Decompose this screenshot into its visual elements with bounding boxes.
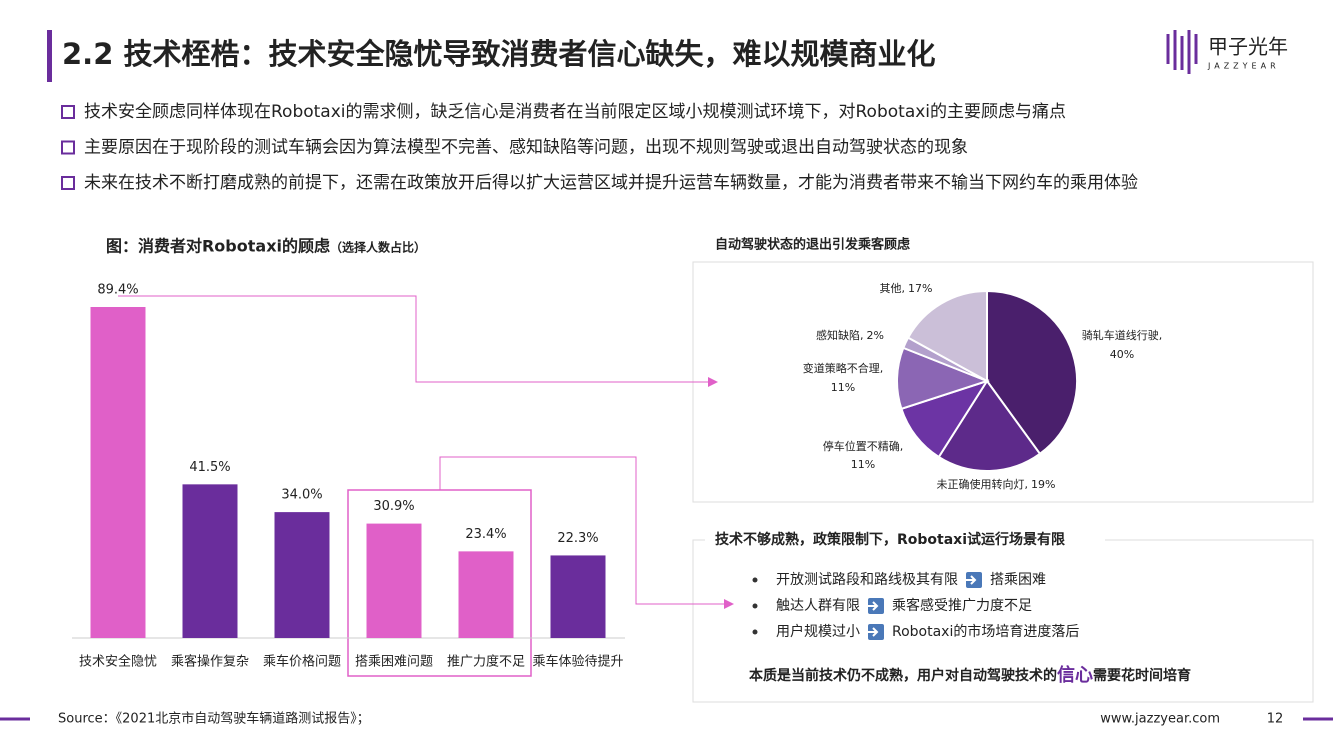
item-result: 搭乘困难 [990, 572, 1046, 588]
arrow-head [708, 377, 718, 387]
chart-title: 自动驾驶状态的退出引发乘客顾虑 [715, 237, 910, 253]
slice-category: 其他, [880, 282, 906, 295]
bullet-icon [61, 105, 75, 119]
slice-value: 2% [867, 329, 884, 342]
bar [274, 512, 330, 638]
arrow-icon-glyph [868, 627, 879, 637]
x-tick-label: 技术安全隐忧 [79, 654, 157, 670]
x-tick-label: 乘车价格问题 [263, 654, 341, 670]
title-bg [705, 528, 1105, 552]
slide-title: 2.2 技术桎梏：技术安全隐忧导致消费者信心缺失，难以规模商业化 [62, 37, 935, 71]
pie-slice [986, 289, 1078, 456]
slice-value: 11% [831, 381, 855, 394]
bar [182, 484, 238, 638]
slice-category: 停车位置不精确, [823, 439, 904, 453]
logo-text: 甲子光年 [1208, 35, 1288, 59]
bullet-text: 技术安全顾虑同样体现在Robotaxi的需求侧，缺乏信心是消费者在当前限定区域小… [84, 102, 1066, 122]
bullet-dot [752, 629, 758, 635]
connector [439, 456, 728, 605]
slice-label: 感知缺陷, 2% [816, 328, 884, 342]
pie-slice [937, 379, 1042, 472]
conclusion-part: 本质是当前技术仍不成熟，用户对自动驾驶技术的 [749, 667, 1057, 684]
bullet-text: 主要原因在于现阶段的测试车辆会因为算法模型不完善、感知缺陷等问题，出现不规则驾驶… [84, 138, 968, 158]
chart-title: 图：消费者对Robotaxi的顾虑 [106, 237, 330, 256]
value-label: 30.9% [373, 499, 414, 514]
conclusion-part: 需要花时间培育 [1093, 667, 1191, 684]
bullet-dot [752, 577, 758, 583]
bar [90, 307, 146, 638]
bullet-dot [752, 603, 758, 609]
logo-mark [1166, 30, 1198, 74]
item-lead: 开放测试路段和路线极其有限 [776, 572, 958, 588]
arrow-icon-glyph [868, 601, 879, 611]
slice-category: 感知缺陷, [816, 328, 864, 342]
value-label: 89.4% [97, 283, 138, 298]
page-number: 12 [1267, 712, 1284, 727]
textbox-title: 技术不够成熟，政策限制下，Robotaxi试运行场景有限 [715, 531, 1065, 548]
conclusion-highlight: 信心 [1057, 664, 1093, 686]
item-lead: 用户规模过小 [776, 623, 860, 640]
x-tick-label: 推广力度不足 [447, 654, 525, 670]
value-label: 41.5% [189, 460, 230, 475]
slice-value: 17% [908, 282, 932, 295]
value-label: 22.3% [557, 531, 598, 546]
pie-slice [906, 289, 988, 383]
title-accent [47, 30, 52, 82]
connector [118, 295, 712, 383]
slice-label: 其他, 17% [880, 282, 933, 295]
bullet-icon [61, 176, 75, 190]
value-label: 34.0% [281, 488, 322, 503]
item-result: Robotaxi的市场培育进度落后 [892, 623, 1079, 640]
slice-category: 骑轧车道线行驶, [1082, 328, 1163, 342]
conclusion: 本质是当前技术仍不成熟，用户对自动驾驶技术的信心需要花时间培育 [749, 664, 1191, 686]
slice-value: 19% [1031, 478, 1055, 491]
arrow-icon-glyph [966, 575, 977, 585]
bar [458, 551, 514, 638]
source: Source：《2021北京市自动驾驶车辆道路测试报告》； [58, 711, 370, 727]
arrow-head [724, 599, 734, 609]
x-tick-label: 搭乘困难问题 [355, 654, 433, 670]
item-lead: 触达人群有限 [776, 598, 860, 614]
url: www.jazzyear.com [1100, 712, 1220, 727]
value-label: 23.4% [465, 527, 506, 542]
x-tick-label: 乘车体验待提升 [532, 654, 623, 670]
x-tick-label: 乘客操作复杂 [171, 654, 249, 670]
logo [1166, 30, 1198, 74]
chart-subtitle: （选择人数占比） [330, 240, 426, 255]
bullet-icon [61, 140, 75, 155]
bar [366, 523, 422, 638]
item-result: 乘客感受推广力度不足 [892, 597, 1032, 614]
slice-label: 未正确使用转向灯, 19% [937, 477, 1056, 491]
slice-value: 40% [1110, 348, 1134, 361]
bullet-text: 未来在技术不断打磨成熟的前提下，还需在政策放开后得以扩大运营区域并提升运营车辆数… [84, 172, 1138, 193]
slice-category: 变道策略不合理, [803, 361, 884, 375]
slice-value: 11% [851, 458, 875, 471]
bar [550, 555, 606, 638]
slice-category: 未正确使用转向灯, [937, 477, 1029, 491]
logo-sub: JAZZYEAR [1207, 62, 1280, 71]
